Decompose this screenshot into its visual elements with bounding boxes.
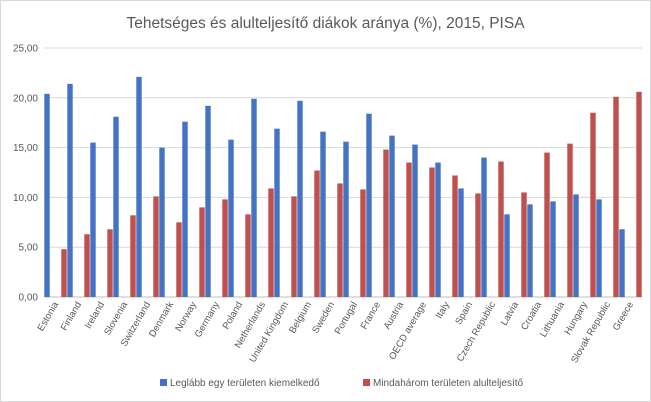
bar-series-1 bbox=[366, 113, 372, 298]
y-tick-label: 25,00 bbox=[13, 44, 38, 55]
bar-series-1 bbox=[228, 139, 234, 297]
bar-series-1 bbox=[596, 199, 602, 297]
bar-series-2 bbox=[636, 91, 642, 297]
bar-series-2 bbox=[291, 196, 297, 297]
bar-series-2 bbox=[245, 214, 251, 297]
x-category-label: Spain bbox=[453, 300, 475, 327]
bar-series-2 bbox=[61, 249, 67, 297]
bar-series-1 bbox=[67, 83, 73, 297]
bar-series-2 bbox=[429, 167, 435, 297]
bar-series-2 bbox=[498, 161, 504, 297]
bar-series-1 bbox=[320, 131, 326, 297]
bar-series-1 bbox=[44, 93, 50, 297]
bar-series-1 bbox=[90, 142, 96, 297]
gridlines bbox=[44, 47, 642, 298]
bar-series-2 bbox=[176, 222, 182, 297]
bar-series-2 bbox=[153, 196, 159, 297]
bar-series-2 bbox=[590, 112, 596, 298]
legend-label-series-2: Mindahárom területen alulteljesítő bbox=[373, 378, 524, 389]
x-axis-labels: EstoniaFinlandIrelandSloveniaSwitzerland… bbox=[36, 299, 637, 365]
bar-series-1 bbox=[481, 157, 487, 297]
y-tick-label: 5,00 bbox=[19, 243, 39, 254]
bar-series-2 bbox=[84, 234, 90, 297]
legend-swatch-series-1 bbox=[160, 379, 167, 386]
x-category-label: Estonia bbox=[36, 299, 62, 333]
x-category-label: France bbox=[359, 300, 383, 331]
bar-series-2 bbox=[521, 192, 527, 297]
bar-series-2 bbox=[613, 96, 619, 297]
chart-title: Tehetséges és alulteljesítő diákok arány… bbox=[126, 15, 525, 32]
bar-series-2 bbox=[544, 152, 550, 297]
x-category-label: Finland bbox=[59, 300, 84, 333]
bar-series-1 bbox=[182, 121, 188, 297]
bar-series-2 bbox=[452, 175, 458, 297]
bar-series-2 bbox=[475, 193, 481, 297]
bar-series-1 bbox=[619, 229, 625, 297]
bar-series-1 bbox=[458, 188, 464, 297]
bar-series-2 bbox=[199, 207, 205, 297]
x-category-label: Latvia bbox=[499, 299, 522, 327]
bar-series-2 bbox=[314, 170, 320, 297]
bar-series-1 bbox=[297, 100, 303, 297]
bar-series-2 bbox=[383, 149, 389, 297]
x-category-label: Croatia bbox=[519, 299, 544, 332]
bar-series-1 bbox=[389, 135, 395, 297]
bar-series-1 bbox=[251, 98, 257, 297]
bar-series-1 bbox=[435, 162, 441, 297]
bar-series-2 bbox=[268, 188, 274, 297]
bar-series-2 bbox=[360, 189, 366, 297]
x-category-label: Austria bbox=[382, 299, 407, 331]
y-axis-ticks: 0,00 5,00 10,00 15,00 20,00 25,00 bbox=[13, 44, 38, 304]
bar-series-1 bbox=[527, 204, 533, 297]
y-tick-label: 10,00 bbox=[13, 193, 38, 204]
bar-series-2 bbox=[222, 199, 228, 297]
bar-series-1 bbox=[573, 194, 579, 297]
bar-series-1 bbox=[159, 147, 165, 297]
bar-series-1 bbox=[412, 144, 418, 297]
x-category-label: Greece bbox=[611, 300, 636, 333]
y-tick-label: 15,00 bbox=[13, 143, 38, 154]
x-category-label: Poland bbox=[221, 300, 245, 331]
x-category-label: Italy bbox=[434, 300, 452, 321]
bar-series-1 bbox=[113, 116, 119, 297]
legend: Leglább egy területen kiemelkedő Mindahá… bbox=[160, 378, 524, 389]
bars bbox=[44, 76, 642, 298]
bar-series-2 bbox=[406, 162, 412, 297]
bar-series-2 bbox=[107, 229, 113, 297]
bar-series-2 bbox=[567, 143, 573, 297]
y-tick-label: 20,00 bbox=[13, 93, 38, 104]
bar-series-1 bbox=[205, 105, 211, 298]
bar-series-1 bbox=[274, 128, 280, 297]
legend-label-series-1: Leglább egy területen kiemelkedő bbox=[170, 378, 320, 389]
bar-series-1 bbox=[550, 201, 556, 297]
bar-series-2 bbox=[130, 215, 136, 297]
bar-series-2 bbox=[337, 183, 343, 297]
bar-series-1 bbox=[504, 214, 510, 297]
legend-swatch-series-2 bbox=[363, 379, 370, 386]
bar-series-1 bbox=[343, 141, 349, 297]
bar-series-1 bbox=[136, 76, 142, 297]
y-tick-label: 0,00 bbox=[19, 293, 39, 304]
x-category-label: Ireland bbox=[83, 300, 107, 331]
